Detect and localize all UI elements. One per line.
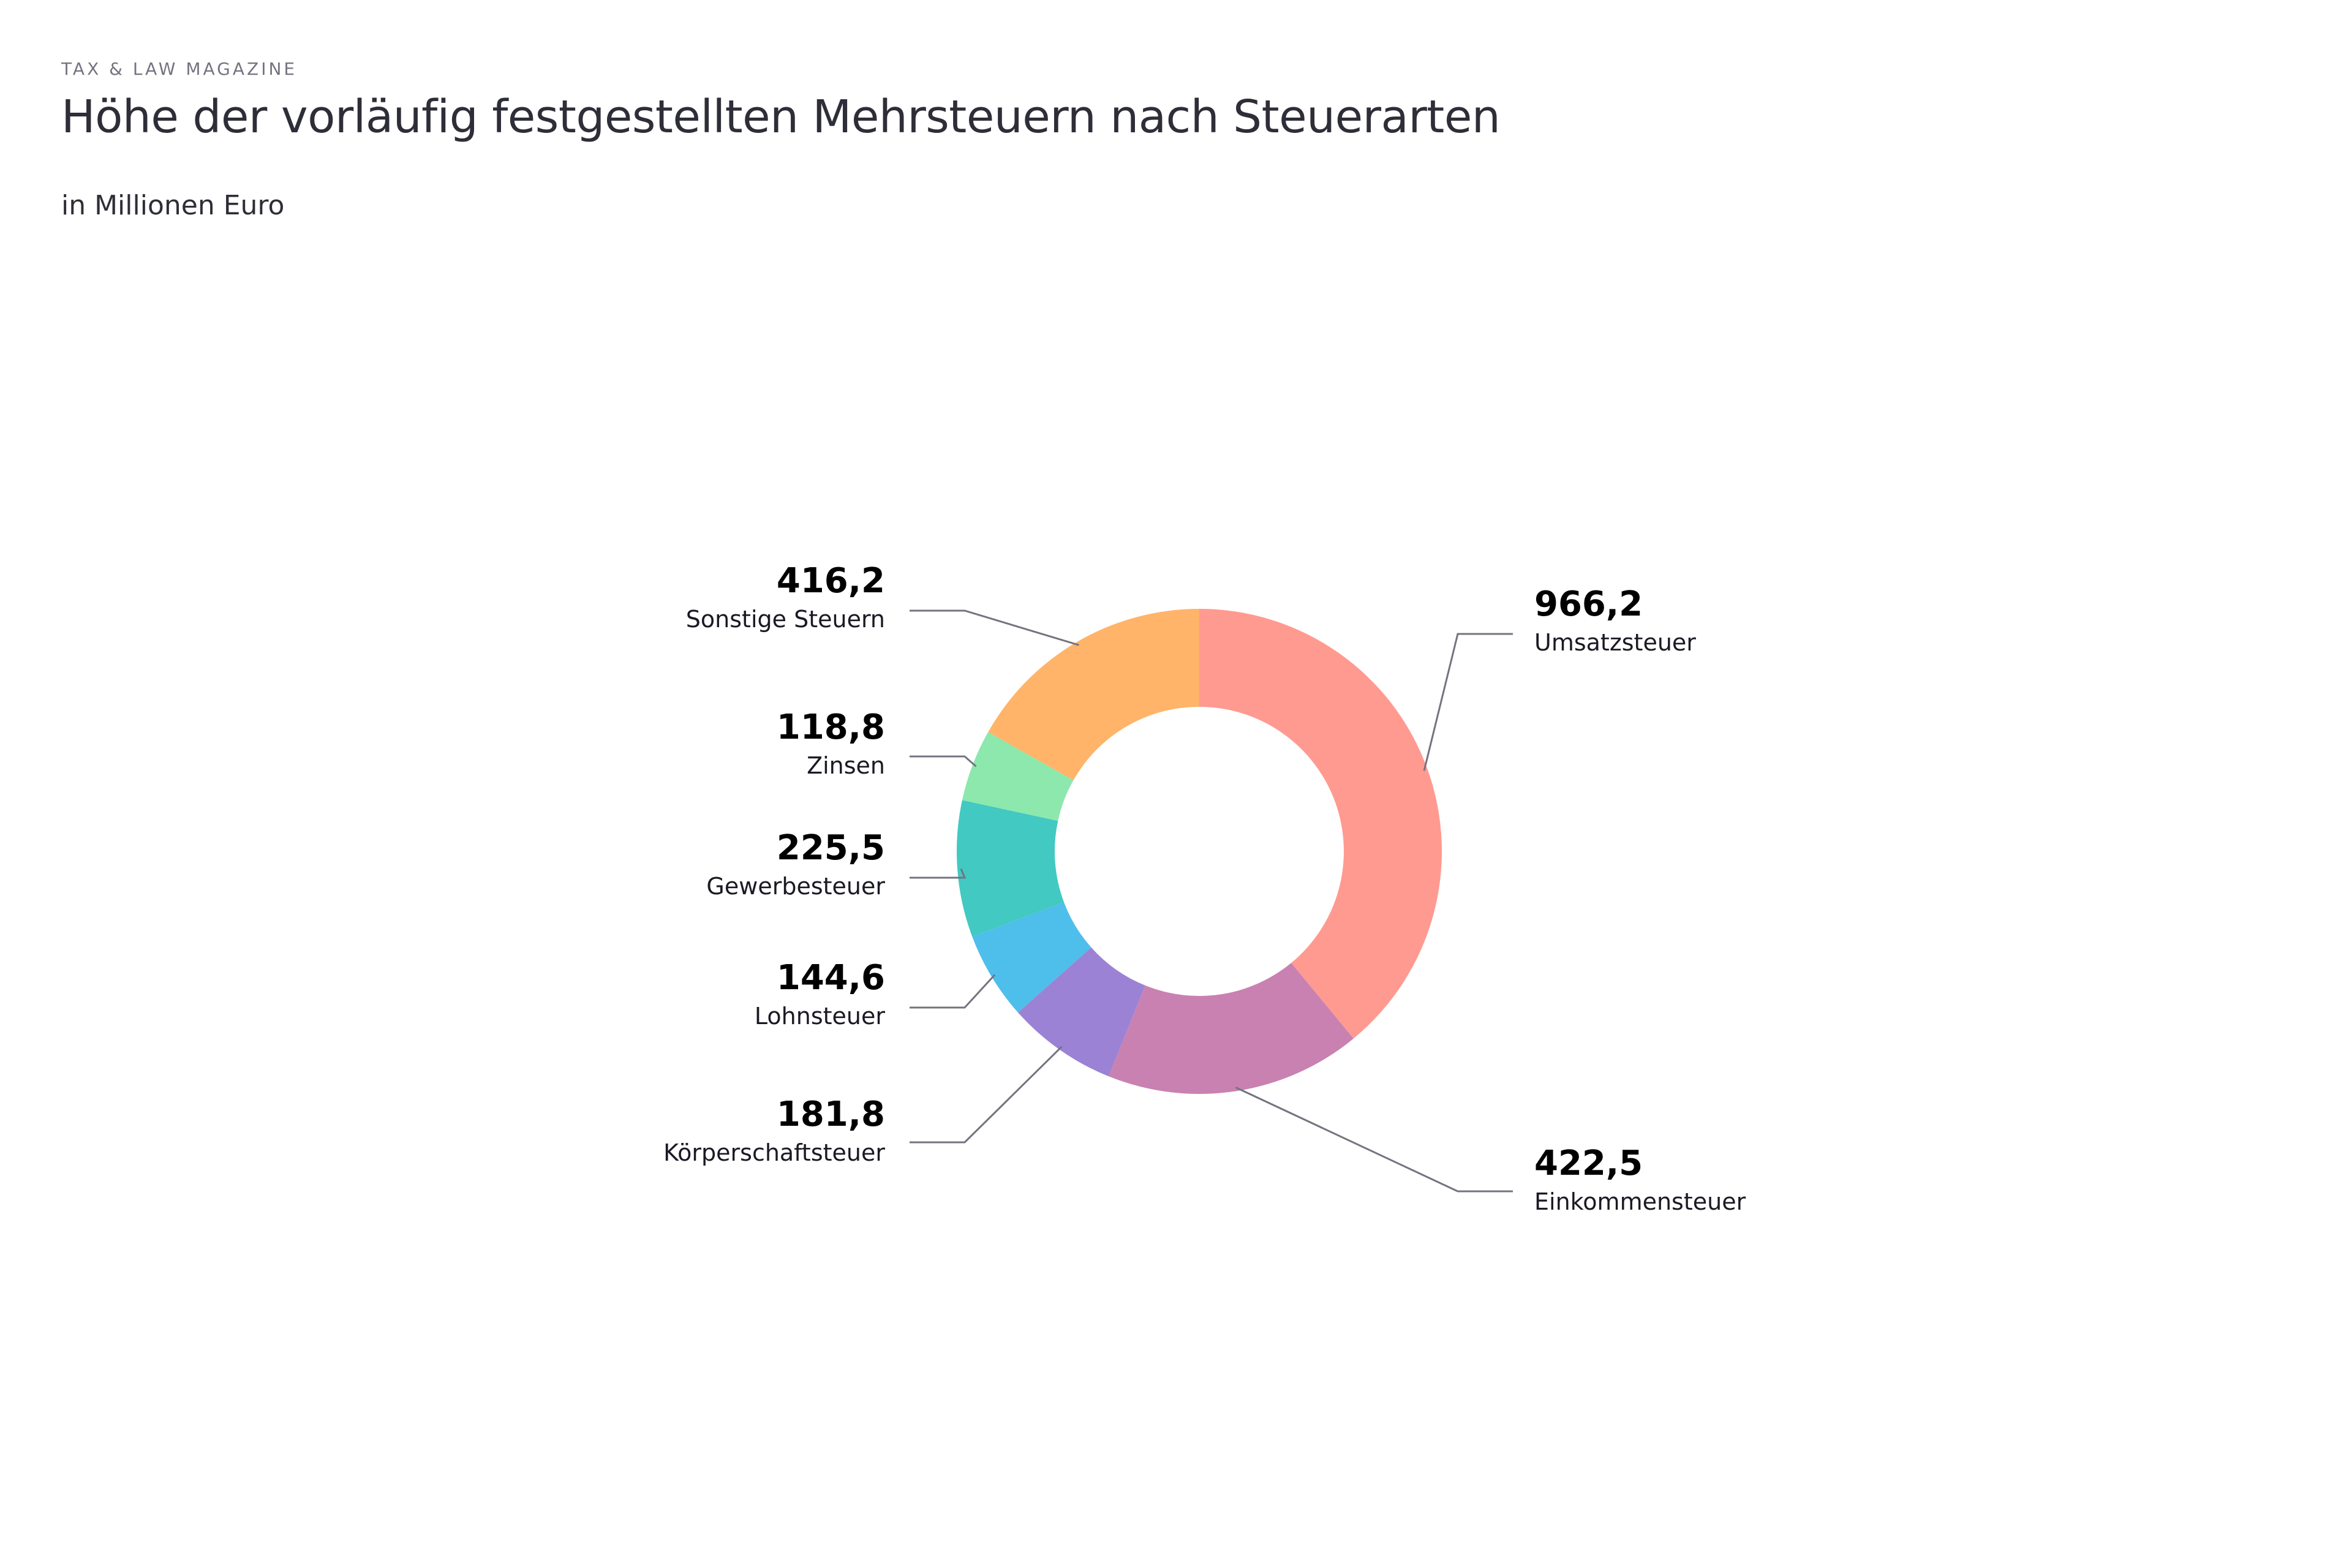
slice-einkommensteuer [1109,963,1354,1094]
slice-labels: 966,2 Umsatzsteuer 422,5 Einkommensteuer 181… [663,561,1746,1215]
leader-line-zinsen [910,755,977,767]
category-label-zinsen: Zinsen [807,752,885,779]
slice-zinsen [962,732,1074,821]
leader-line-sonstige-steuern [910,609,1079,646]
value-label-einkommensteuer: 422,5 [1534,1144,1643,1183]
category-label-umsatzsteuer: Umsatzsteuer [1534,629,1696,656]
leader-lines [910,609,1513,1193]
category-label-lohnsteuer: Lohnsteuer [755,1003,885,1030]
donut-slices [957,609,1442,1094]
leader-line-lohnsteuer [910,974,996,1009]
chart-header: TAX & LAW MAGAZINE Höhe der vorläufig fe… [61,59,1501,222]
category-label-sonstige-steuern: Sonstige Steuern [686,606,885,633]
value-label-koerperschaftsteuer: 181,8 [777,1095,885,1134]
value-label-sonstige-steuern: 416,2 [777,561,885,601]
value-label-zinsen: 118,8 [777,707,885,747]
slice-gewerbesteuer [957,800,1065,937]
chart-title: Höhe der vorläufig festgestellten Mehrst… [61,91,1501,143]
category-label-gewerbesteuer: Gewerbesteuer [706,873,885,900]
category-label-koerperschaftsteuer: Körperschaftsteuer [663,1139,885,1166]
slice-umsatzsteuer [1199,609,1442,1039]
slice-sonstige-steuern [988,609,1199,780]
leader-line-umsatzsteuer [1423,633,1513,771]
slice-lohnsteuer [972,902,1091,1013]
chart-subtitle: in Millionen Euro [61,190,285,222]
value-label-umsatzsteuer: 966,2 [1534,584,1643,624]
value-label-gewerbesteuer: 225,5 [777,828,885,868]
leader-line-einkommensteuer [1235,1087,1513,1193]
category-label-einkommensteuer: Einkommensteuer [1534,1188,1746,1215]
slice-koerperschaftsteuer [1017,947,1145,1077]
leader-line-koerperschaftsteuer [910,1046,1063,1144]
leader-line-gewerbesteuer [910,868,967,879]
publication-name: TAX & LAW MAGAZINE [61,59,298,79]
value-label-lohnsteuer: 144,6 [777,958,885,998]
